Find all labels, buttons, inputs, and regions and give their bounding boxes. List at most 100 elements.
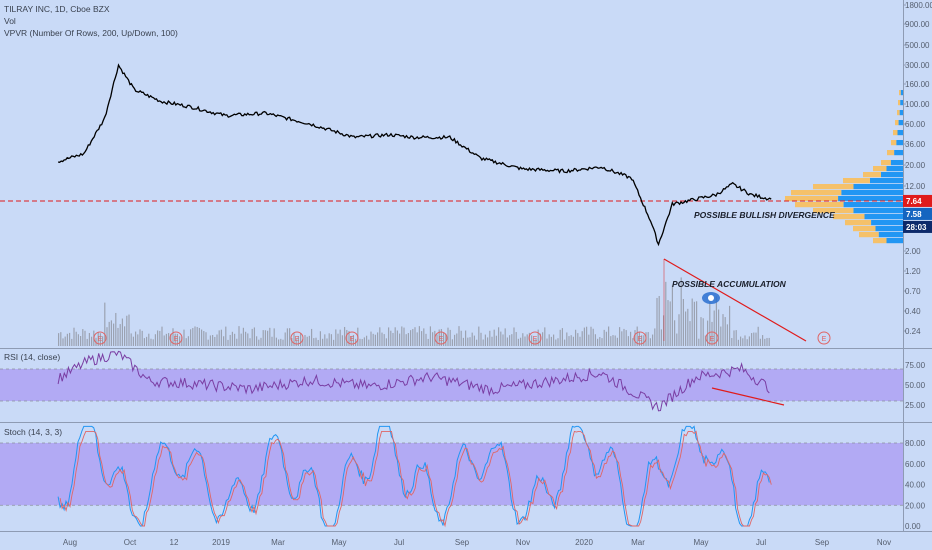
vpvr-row-down <box>895 120 899 126</box>
volume-bar <box>700 317 702 346</box>
earnings-marker-label: E <box>638 336 643 343</box>
volume-bar <box>610 336 612 346</box>
volume-bar <box>207 339 209 346</box>
volume-bar <box>335 329 337 346</box>
volume-bar <box>278 339 280 346</box>
volume-bar <box>62 338 64 346</box>
stoch-pane[interactable] <box>0 425 903 528</box>
volume-bar <box>326 338 328 346</box>
bullish-divergence-annotation: POSSIBLE BULLISH DIVERGENCE <box>694 210 835 220</box>
volume-bar <box>731 337 733 346</box>
volume-bar <box>696 301 698 346</box>
volume-bar <box>220 329 222 346</box>
volume-bar <box>293 333 295 346</box>
volume-bar <box>328 333 330 346</box>
volume-bar <box>69 332 71 346</box>
volume-bar <box>383 334 385 346</box>
rsi-pane[interactable] <box>0 350 903 412</box>
volume-bar <box>577 333 579 346</box>
volume-bar <box>656 297 658 346</box>
earnings-marker: E <box>93 331 107 345</box>
volume-bar <box>238 326 240 346</box>
price-tick-label: 2.00 <box>905 247 921 256</box>
volume-bar <box>346 329 348 346</box>
vpvr-row-up <box>843 202 903 208</box>
vpvr-row-down <box>859 232 879 238</box>
volume-bar <box>647 332 649 346</box>
volume-bar <box>385 338 387 346</box>
volume-bar <box>658 296 660 346</box>
volume-bar <box>388 327 390 346</box>
vpvr-row-down <box>897 110 900 116</box>
volume-bar <box>605 331 607 346</box>
volume-bar <box>484 334 486 346</box>
vpvr-row-down <box>813 208 854 214</box>
volume-bar <box>108 321 110 346</box>
volume-bar <box>366 335 368 346</box>
earnings-marker: E <box>528 331 542 345</box>
earnings-marker-circle <box>528 331 542 345</box>
volume-bar <box>740 336 742 346</box>
vpvr-row-up <box>853 208 903 214</box>
volume-bar <box>634 330 636 346</box>
vpvr-label: VPVR (Number Of Rows, 200, Up/Down, 100) <box>4 28 178 38</box>
time-tick-label: Oct <box>124 538 137 547</box>
stoch-tick-label: 80.00 <box>905 439 926 448</box>
rsi-line <box>57 350 770 412</box>
volume-bar <box>249 338 251 346</box>
volume-bar <box>487 337 489 346</box>
volume-bar <box>509 335 511 346</box>
volume-bar <box>66 333 68 346</box>
volume-bar <box>438 329 440 346</box>
volume-bar <box>282 339 284 346</box>
time-tick-label: 2020 <box>575 538 593 547</box>
volume-bar <box>726 324 728 346</box>
volume-bar <box>454 334 456 346</box>
volume-bar <box>513 327 515 346</box>
volume-bar <box>643 335 645 346</box>
volume-bar <box>436 334 438 346</box>
volume-bar <box>603 329 605 346</box>
vpvr-row-down <box>873 238 887 244</box>
volume-bar <box>449 329 451 346</box>
earnings-marker: E <box>434 331 448 345</box>
volume-bar <box>586 326 588 346</box>
volume-bar <box>689 321 691 346</box>
volume-bar <box>550 336 552 346</box>
volume-bar <box>152 339 154 346</box>
volume-bar <box>583 327 585 346</box>
volume-bar <box>482 339 484 346</box>
volume-bar <box>511 334 513 346</box>
volume-bar <box>443 332 445 346</box>
volume-bar <box>187 336 189 346</box>
volume-bar <box>590 326 592 346</box>
vpvr-row-down <box>887 150 895 156</box>
volume-bar <box>269 327 271 346</box>
volume-bar <box>275 337 277 346</box>
volume-bar <box>720 326 722 346</box>
volume-bar <box>498 327 500 346</box>
price-tick-label: 500.00 <box>905 41 930 50</box>
volume-bar <box>744 335 746 346</box>
volume-bar <box>289 328 291 346</box>
volume-bar <box>148 333 150 346</box>
vpvr-row-down <box>785 196 839 202</box>
volume-bar <box>724 317 726 346</box>
volume-bar <box>473 335 475 346</box>
earnings-marker-label: E <box>439 336 444 343</box>
volume-bar <box>308 335 310 346</box>
volume-bar <box>350 336 352 346</box>
rsi-tick-label: 75.00 <box>905 361 926 370</box>
volume-bar <box>245 331 247 346</box>
volume-bar <box>709 296 711 346</box>
volume-bar <box>504 328 506 346</box>
earnings-marker-circle <box>705 331 719 345</box>
stoch-tick-label: 60.00 <box>905 460 926 469</box>
volume-bar <box>401 326 403 346</box>
volume-bar <box>462 337 464 346</box>
volume-bar <box>300 333 302 346</box>
volume-bar <box>456 333 458 346</box>
earnings-marker-label: E <box>533 336 538 343</box>
